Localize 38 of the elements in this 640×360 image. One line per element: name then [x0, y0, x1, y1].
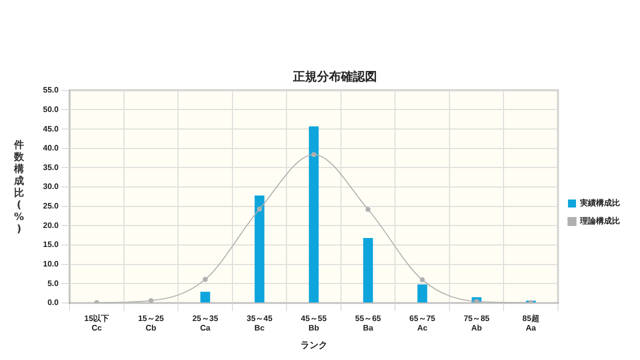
- x-tick-label: 55～65 Ba: [355, 314, 382, 333]
- x-tick-label: 15～25 Cb: [138, 314, 164, 333]
- y-tick-label: 50.0: [42, 104, 60, 114]
- point: [311, 152, 316, 158]
- bar: [308, 126, 319, 302]
- point: [148, 298, 154, 303]
- x-tick-label: 45～55 Bb: [300, 314, 328, 333]
- point: [257, 206, 262, 212]
- x-tick-label: 35～45 Bc: [246, 314, 273, 333]
- x-tick-label: 65～75 Ac: [409, 314, 436, 333]
- y-tick-label: 0.0: [47, 298, 60, 308]
- x-axis-title: ランク: [300, 340, 328, 350]
- y-tick-label: 10.0: [42, 260, 60, 269]
- y-tick-label: 55.0: [42, 86, 60, 95]
- bar: [363, 238, 373, 302]
- legend-label: 理論構成比: [579, 216, 620, 226]
- y-axis-title: 件数構成比(%): [12, 140, 26, 236]
- x-tick-label: 75～85 Ab: [464, 314, 490, 333]
- x-tick-label: 25～35 Ca: [192, 314, 219, 333]
- x-tick-label: 85超 Aa: [522, 314, 540, 333]
- y-tick-label: 30.0: [42, 182, 60, 192]
- y-tick-label: 5.0: [47, 278, 60, 288]
- y-tick-label: 20.0: [42, 220, 60, 230]
- bar: [254, 196, 264, 302]
- y-tick-label: 15.0: [42, 240, 60, 250]
- y-tick-label: 25.0: [42, 202, 60, 211]
- chart-title: 正規分布確認図: [292, 69, 377, 84]
- point: [202, 276, 208, 282]
- y-tick-label: 40.0: [42, 144, 60, 153]
- legend-label: 実績構成比: [579, 198, 620, 208]
- point: [366, 206, 371, 212]
- x-tick-label: 15以下 Cc: [84, 314, 110, 333]
- bar: [200, 292, 210, 302]
- bar: [417, 284, 428, 302]
- point: [420, 277, 425, 282]
- point: [474, 298, 480, 303]
- y-tick-label: 45.0: [42, 124, 60, 134]
- y-tick-label: 35.0: [42, 162, 60, 172]
